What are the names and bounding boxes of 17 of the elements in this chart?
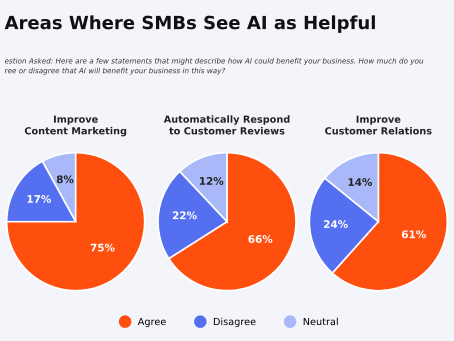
text: Improve Content Marketing: [24, 116, 126, 136]
data-label: 66%: [248, 235, 272, 243]
text: Improve Customer Relations: [325, 116, 432, 135]
pie-slice: [6, 152, 146, 292]
data-label: 8%: [56, 175, 74, 184]
data-label: 75%: [90, 244, 115, 252]
text: Automatically Respond to Customer Reviews: [164, 115, 290, 135]
data-label: 12%: [200, 177, 224, 185]
data-label: 17%: [28, 195, 51, 203]
legend-label: Disagree: [214, 318, 256, 328]
data-label: 14%: [348, 178, 372, 186]
legend-label: Neutral: [304, 318, 338, 326]
text: Areas Where SMBs See AI as Helpful: [4, 15, 375, 33]
data-label: 22%: [172, 211, 197, 220]
data-label: 61%: [402, 230, 426, 238]
data-label: 24%: [324, 220, 348, 228]
legend-label: Agree: [138, 318, 166, 328]
